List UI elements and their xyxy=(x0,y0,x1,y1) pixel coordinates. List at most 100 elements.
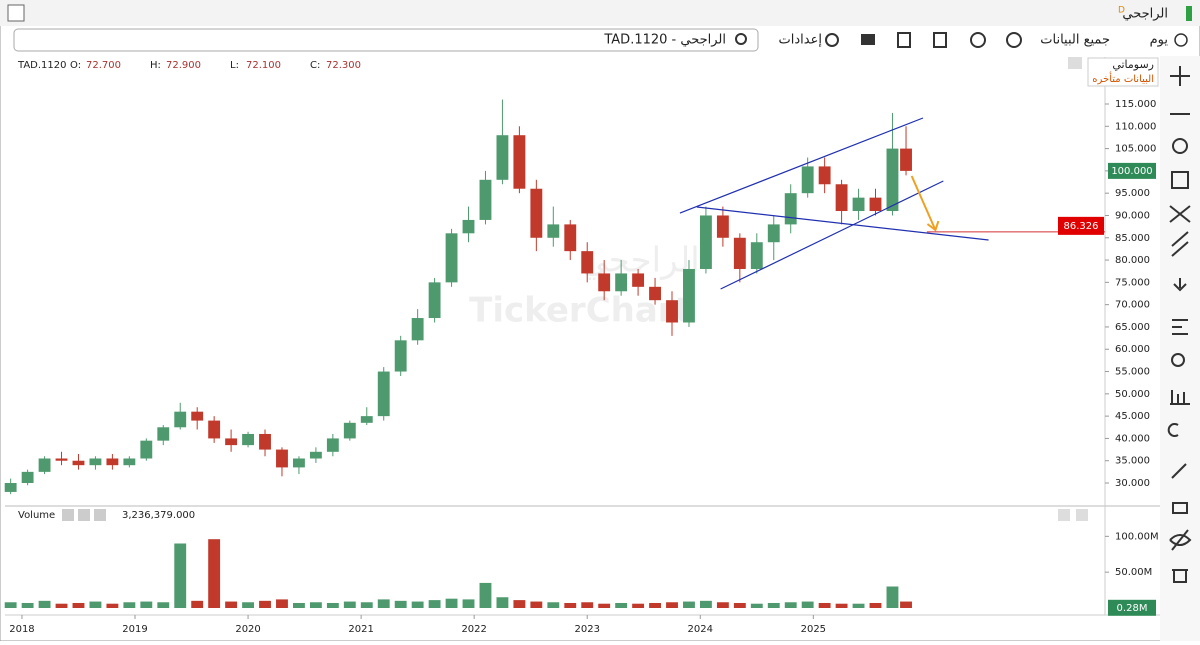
candle-body xyxy=(581,251,594,274)
level-label: 86.326 xyxy=(1064,221,1099,232)
pitchfork-tool[interactable] xyxy=(1171,231,1189,257)
volume-bar xyxy=(55,603,68,608)
x-tick-label: 2019 xyxy=(122,624,147,635)
settings-button[interactable]: إعدادات xyxy=(779,33,822,48)
y-tick-label: 100.00M xyxy=(1115,531,1159,542)
x-tick-label: 2023 xyxy=(574,624,599,635)
candle-body xyxy=(699,215,712,269)
price-label: 100.000 xyxy=(1111,166,1152,177)
candle-body xyxy=(462,219,475,234)
bar-icon[interactable] xyxy=(933,32,947,48)
hide-tool[interactable] xyxy=(1169,529,1192,551)
y-tick-label: 50.00M xyxy=(1115,567,1152,578)
candle-body xyxy=(615,273,628,292)
period-badge: D xyxy=(1118,6,1125,16)
period-button[interactable]: يوم xyxy=(1150,33,1169,48)
zoom-tool[interactable] xyxy=(1171,353,1185,367)
y-tick-label: 55.000 xyxy=(1115,367,1150,378)
volume-bar xyxy=(716,602,729,608)
pane-button[interactable] xyxy=(1076,509,1088,521)
x-tick-label: 2020 xyxy=(235,624,260,635)
measure-tool[interactable] xyxy=(1170,390,1190,405)
volume-bar xyxy=(377,599,390,608)
search-icon[interactable] xyxy=(735,33,747,45)
volume-bar xyxy=(496,597,509,608)
draw-tool[interactable] xyxy=(1171,463,1187,479)
fib-tool[interactable] xyxy=(1171,171,1189,189)
delete-tool[interactable] xyxy=(1172,569,1188,583)
x-tick-label: 2025 xyxy=(801,624,826,635)
search-box[interactable] xyxy=(13,28,759,52)
volume-bar xyxy=(21,602,34,608)
candle-body xyxy=(683,268,695,323)
range-button[interactable]: جميع البيانات xyxy=(1040,33,1110,48)
candle-icon[interactable] xyxy=(897,32,911,48)
volume-bar xyxy=(411,601,424,608)
volume-bar xyxy=(123,602,136,608)
crosshair-tool[interactable] xyxy=(1170,66,1190,86)
candle-body xyxy=(157,427,170,441)
pane-button[interactable] xyxy=(1058,509,1070,521)
y-tick-label: 110.000 xyxy=(1115,121,1156,132)
volume-bar xyxy=(733,602,746,608)
volume-bar xyxy=(293,602,305,608)
drawings-panel[interactable] xyxy=(1087,57,1159,87)
volume-bar xyxy=(900,601,912,608)
volume-tag xyxy=(1108,599,1156,616)
candle-body xyxy=(818,166,831,185)
candle-body xyxy=(666,300,678,323)
y-tick-label: 80.000 xyxy=(1115,255,1150,266)
volume-bar xyxy=(886,586,899,608)
volume-bar xyxy=(818,602,831,608)
drawings-button[interactable]: رسوماتي xyxy=(1112,58,1154,71)
candle-body xyxy=(343,422,356,439)
volume-bar xyxy=(106,603,119,608)
volume-bar xyxy=(632,603,645,608)
plot xyxy=(4,99,1109,619)
volume-bar xyxy=(547,602,560,608)
candle-body xyxy=(360,416,373,423)
volume-bar xyxy=(428,600,441,608)
status-indicator xyxy=(1186,6,1192,21)
clear-tool[interactable] xyxy=(1167,423,1179,437)
clock-icon[interactable] xyxy=(1174,33,1188,47)
volume-bar xyxy=(259,600,271,608)
text-tool[interactable] xyxy=(1172,319,1188,335)
y-tick-label: 40.000 xyxy=(1115,433,1150,444)
candle-body xyxy=(547,224,560,238)
volume-bar xyxy=(242,602,254,608)
volume-bar xyxy=(699,600,712,608)
candle-body xyxy=(886,148,899,212)
lock-tool[interactable] xyxy=(1172,502,1188,514)
volume-bar xyxy=(530,601,543,608)
candle-body xyxy=(4,483,17,492)
volume-button[interactable] xyxy=(62,509,74,521)
x-tick-label: 2018 xyxy=(9,624,34,635)
pattern-tool[interactable] xyxy=(1169,205,1191,223)
candle-body xyxy=(242,433,254,446)
tool-icons xyxy=(1167,66,1192,583)
volume-bar xyxy=(750,603,763,608)
volume-bar xyxy=(4,602,17,608)
circle-tool[interactable] xyxy=(1172,138,1188,154)
arrow xyxy=(910,175,940,232)
auto-icon[interactable] xyxy=(970,32,986,48)
legend-symbol: TAD.1120 xyxy=(17,60,67,71)
volume-bar xyxy=(394,600,407,608)
volume-bar xyxy=(649,602,661,608)
volume-bar xyxy=(767,602,780,608)
candle-body xyxy=(38,458,51,472)
arrow-tool[interactable] xyxy=(1173,278,1187,292)
compare-icon[interactable] xyxy=(1006,32,1022,48)
legend-label: H: xyxy=(150,60,161,71)
candle-body xyxy=(869,197,882,212)
settings-icon[interactable] xyxy=(825,33,839,47)
volume-bar xyxy=(581,602,594,608)
pane-menu[interactable] xyxy=(1068,57,1082,69)
volume-button[interactable] xyxy=(78,509,90,521)
window-button[interactable] xyxy=(7,4,25,22)
candle-body xyxy=(900,148,912,171)
volume-button[interactable] xyxy=(94,509,106,521)
candle-body xyxy=(598,273,611,292)
camera-icon[interactable] xyxy=(861,34,875,45)
